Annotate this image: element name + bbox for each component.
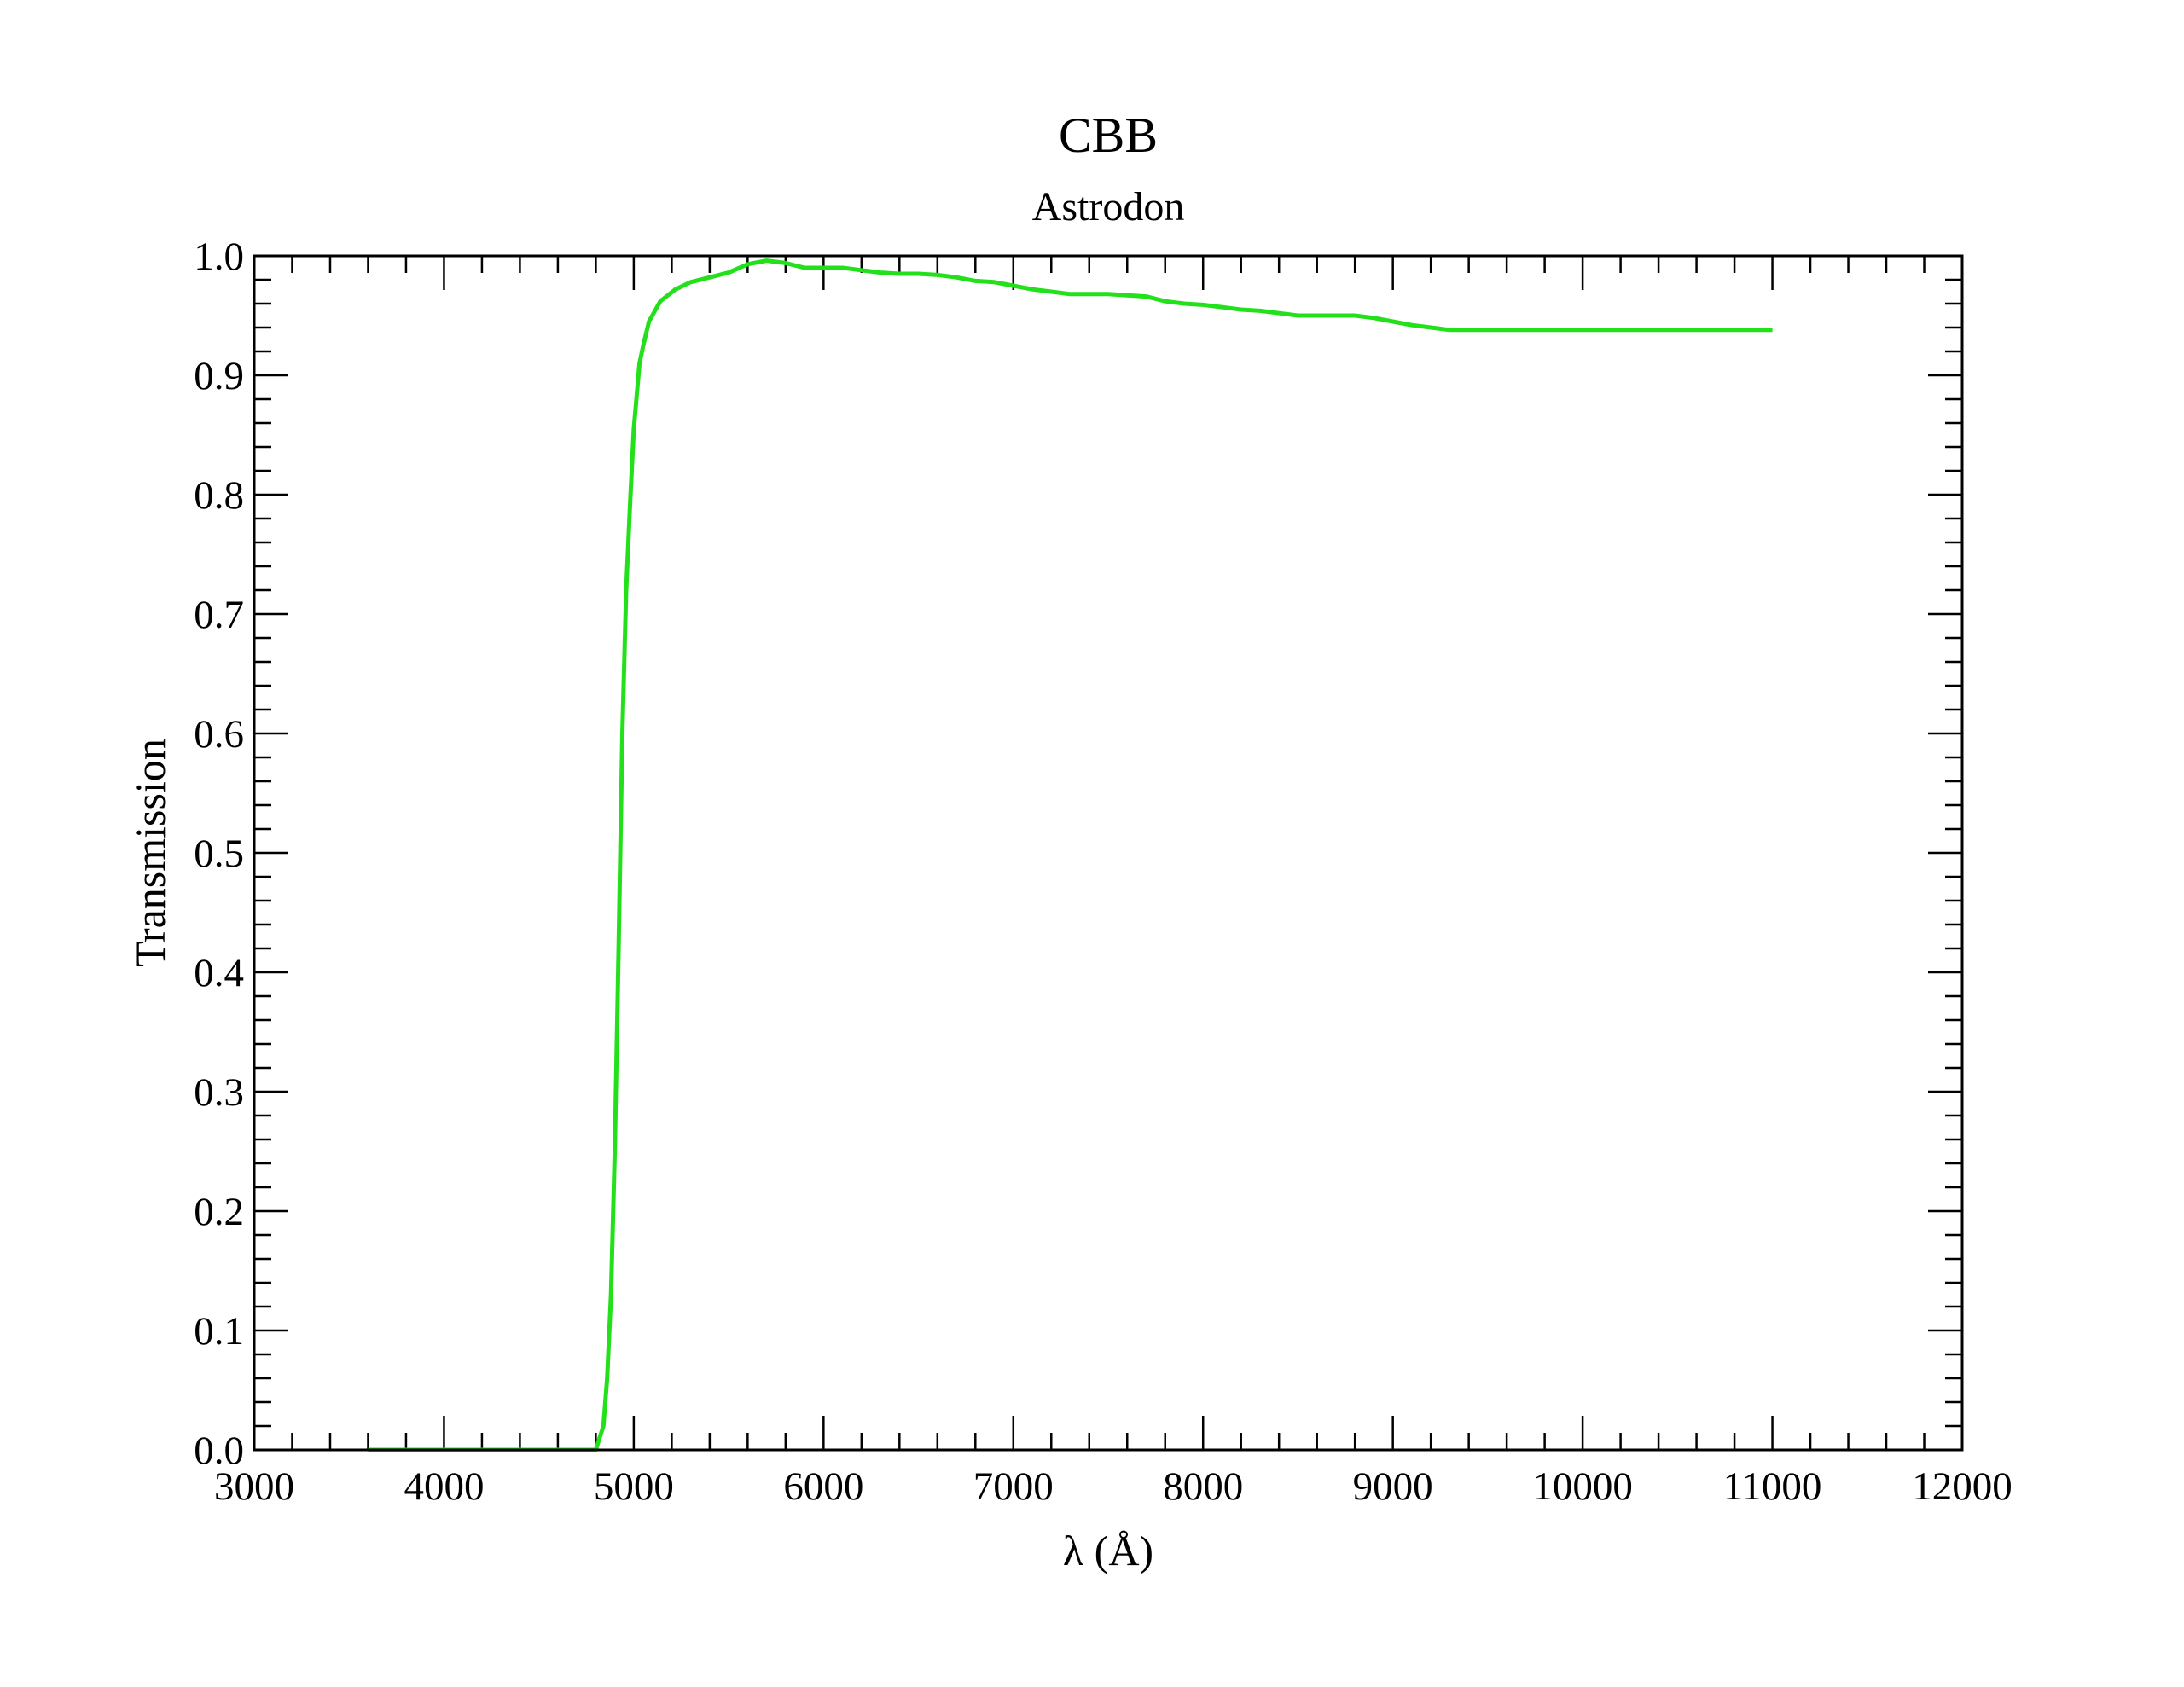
y-axis-label: Transmission	[126, 739, 174, 967]
x-tick-label: 9000	[1353, 1464, 1433, 1509]
x-tick-label: 8000	[1163, 1464, 1243, 1509]
x-tick-label: 3000	[214, 1464, 294, 1509]
ticks-layer	[253, 254, 1964, 1452]
y-tick-label: 0.1	[194, 1309, 244, 1354]
y-tick-label: 0.3	[194, 1070, 244, 1115]
x-tick-label: 4000	[404, 1464, 484, 1509]
x-tick-label: 12000	[1912, 1464, 2013, 1509]
y-tick-label: 0.5	[194, 832, 244, 876]
y-tick-label: 0.4	[194, 951, 244, 995]
y-tick-label: 1.0	[194, 235, 244, 279]
y-tick-label: 0.6	[194, 712, 244, 757]
x-axis-label: λ (Å)	[1063, 1527, 1153, 1574]
y-tick-label: 0.2	[194, 1190, 244, 1234]
series-layer	[368, 258, 1773, 1452]
plot-frame	[253, 254, 1964, 1452]
x-tick-label: 6000	[783, 1464, 863, 1509]
y-tick-label: 0.8	[194, 473, 244, 518]
x-tick-label: 7000	[973, 1464, 1054, 1509]
series-line-0	[368, 258, 1773, 1452]
chart-subtitle: Astrodon	[1032, 184, 1185, 229]
x-tick-label: 11000	[1723, 1464, 1822, 1509]
x-tick-label: 10000	[1532, 1464, 1633, 1509]
labels-layer: 3000 4000 5000 6000 7000 8000 9000 10000 11000 12…	[194, 235, 2013, 1509]
x-tick-label: 5000	[594, 1464, 674, 1509]
y-tick-label: 0.7	[194, 593, 244, 637]
y-tick-label: 0.0	[194, 1429, 244, 1473]
chart-title: CBB	[1059, 107, 1158, 163]
y-tick-label: 0.9	[194, 354, 244, 398]
